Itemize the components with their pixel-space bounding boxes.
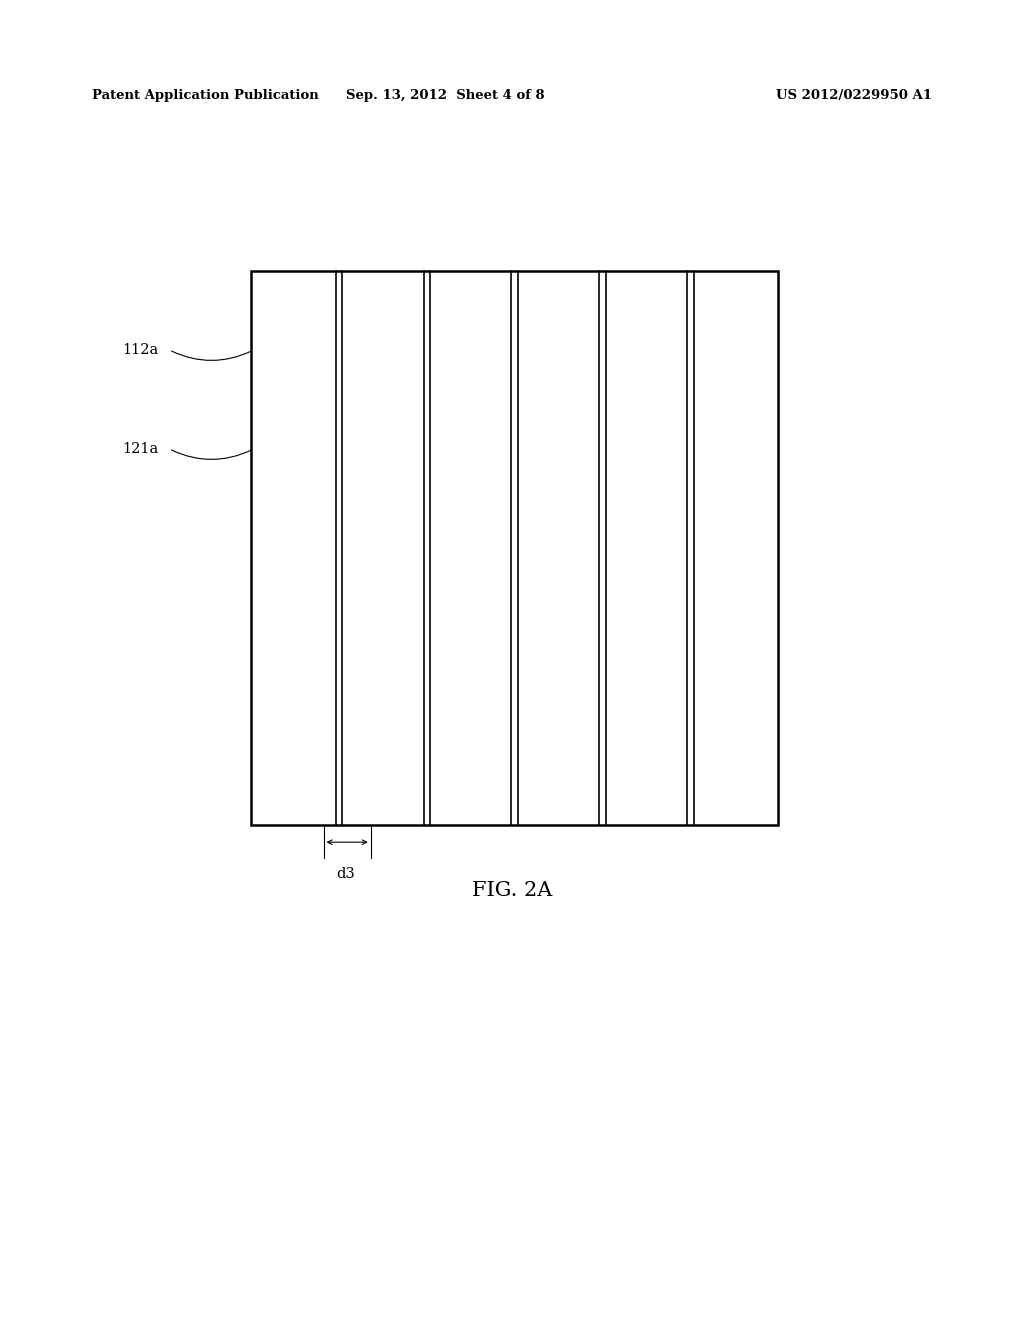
Bar xyxy=(599,271,605,825)
Bar xyxy=(251,271,778,825)
Text: FIG. 2A: FIG. 2A xyxy=(472,882,552,900)
Text: 121a: 121a xyxy=(123,442,159,455)
Bar xyxy=(511,271,518,825)
Bar xyxy=(251,271,778,825)
Text: d3: d3 xyxy=(337,867,355,880)
Text: 112a: 112a xyxy=(123,343,159,356)
Text: Sep. 13, 2012  Sheet 4 of 8: Sep. 13, 2012 Sheet 4 of 8 xyxy=(346,88,545,102)
Bar xyxy=(251,271,778,825)
Bar xyxy=(424,271,430,825)
Text: Patent Application Publication: Patent Application Publication xyxy=(92,88,318,102)
Bar xyxy=(687,271,693,825)
Text: US 2012/0229950 A1: US 2012/0229950 A1 xyxy=(776,88,932,102)
Bar xyxy=(336,271,342,825)
